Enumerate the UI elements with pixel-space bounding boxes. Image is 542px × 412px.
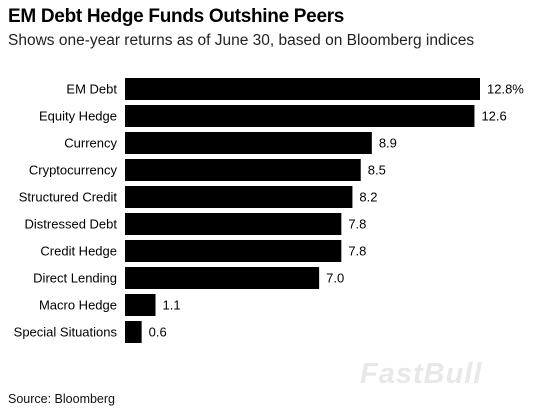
category-label: Distressed Debt [25,217,118,232]
category-label: EM Debt [66,82,117,97]
bar-chart: EM Debt 12.8% Equity Hedge 12.6 Currency 8.9 C… [14,78,524,343]
category-label: Structured Credit [19,190,118,205]
bar [125,132,372,154]
source-note: Source: Bloomberg [8,392,116,406]
bar [125,105,475,127]
value-label: 8.9 [379,136,397,151]
chart-subtitle: Shows one-year returns as of June 30, ba… [8,32,475,49]
value-label: 7.0 [326,271,344,286]
watermark-logo: FastBull [360,358,483,390]
category-label: Equity Hedge [39,109,117,124]
chart-title: EM Debt Hedge Funds Outshine Peers [8,6,345,27]
bar [125,186,353,208]
value-label: 12.6 [481,109,506,124]
category-label: Cryptocurrency [29,163,118,178]
bar [125,213,342,235]
bar [125,294,156,316]
bar [125,78,480,100]
category-label: Special Situations [14,325,118,340]
value-label: 8.5 [368,163,386,178]
value-label: 7.8 [348,244,366,259]
value-label: 0.6 [149,325,167,340]
value-label: 1.1 [163,298,181,313]
category-label: Direct Lending [33,271,117,286]
category-label: Currency [64,136,117,151]
value-label: 7.8 [348,217,366,232]
value-label: 8.2 [359,190,377,205]
category-label: Credit Hedge [40,244,117,259]
value-label: 12.8% [487,82,524,97]
category-label: Macro Hedge [39,298,117,313]
bar [125,267,320,289]
bar [125,240,342,262]
bar [125,321,142,343]
bar [125,159,361,181]
